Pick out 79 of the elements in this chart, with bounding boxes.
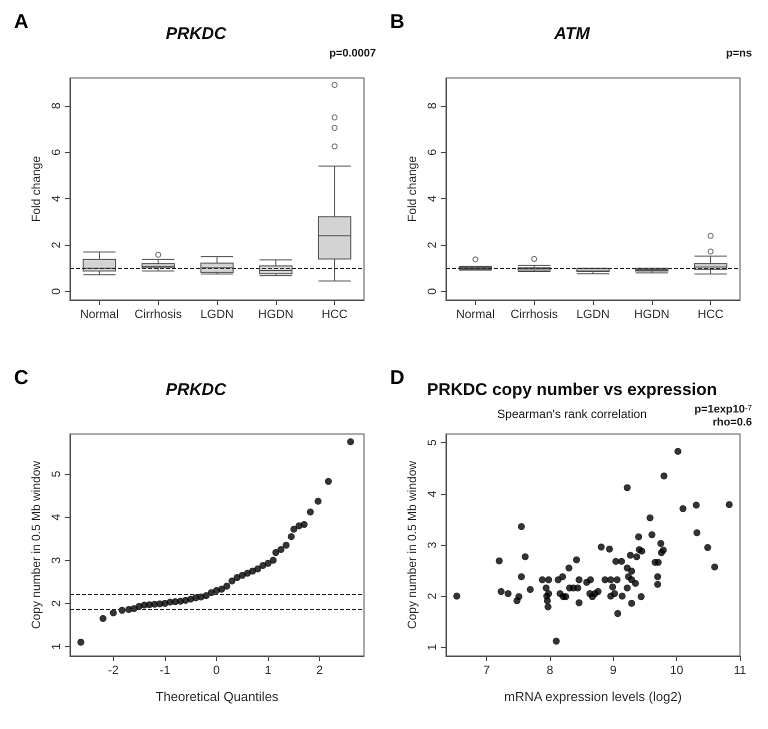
x-tick-label: -1 bbox=[160, 663, 171, 677]
y-axis-title: Copy number in 0.5 Mb window bbox=[29, 460, 43, 630]
y-axis-title: Copy number in 0.5 Mb window bbox=[405, 460, 419, 630]
y-tick-label: 8 bbox=[425, 102, 439, 110]
point bbox=[254, 565, 262, 572]
chart-title: PRKDC bbox=[166, 24, 227, 43]
y-tick-label: 2 bbox=[425, 592, 439, 600]
chart-title: PRKDC bbox=[166, 380, 227, 399]
y-tick-label: 0 bbox=[49, 288, 63, 295]
y-tick-label: 4 bbox=[49, 514, 63, 521]
point bbox=[277, 546, 284, 554]
x-tick-label: -2 bbox=[108, 663, 119, 677]
y-tick-label: 3 bbox=[49, 556, 63, 564]
text: p=ns bbox=[726, 48, 752, 60]
y-axis-title: Fold change bbox=[405, 156, 419, 222]
y-tick-label: 5 bbox=[49, 470, 63, 478]
point bbox=[218, 586, 226, 593]
y-tick-label: 2 bbox=[49, 241, 63, 248]
y-tick-label: 6 bbox=[49, 148, 63, 156]
point bbox=[234, 574, 241, 582]
point bbox=[77, 638, 84, 646]
point bbox=[347, 438, 354, 446]
y-tick-label: 8 bbox=[49, 102, 63, 110]
y-tick-label: 2 bbox=[49, 600, 63, 607]
x-tick-label: 2 bbox=[316, 663, 324, 677]
x-axis-title: Theoretical Quantiles bbox=[156, 689, 279, 704]
point bbox=[223, 582, 230, 590]
x-tick-label: 8 bbox=[546, 663, 554, 677]
y-axis-title: Fold change bbox=[29, 156, 43, 222]
point bbox=[100, 615, 107, 622]
y-tick-label: 0 bbox=[425, 288, 439, 295]
y-tick-label: 4 bbox=[425, 194, 439, 202]
x-tick-label: 10 bbox=[670, 663, 684, 677]
point bbox=[282, 542, 290, 549]
chart-title: ATM bbox=[553, 24, 591, 43]
y-tick-label: 1 bbox=[49, 642, 63, 650]
point bbox=[324, 478, 332, 485]
x-tick-label: LGDN bbox=[576, 307, 610, 321]
x-tick-label: LGDN bbox=[200, 307, 234, 321]
text: C bbox=[14, 367, 28, 389]
text: A bbox=[14, 11, 28, 33]
point bbox=[314, 498, 322, 505]
chart-subtitle: Spearman's rank correlation bbox=[497, 407, 647, 421]
x-tick-label: 7 bbox=[483, 663, 490, 677]
y-tick-label: 5 bbox=[425, 439, 439, 446]
x-tick-label: Cirrhosis bbox=[134, 307, 182, 321]
point bbox=[290, 526, 298, 533]
x-tick-label: HCC bbox=[698, 307, 724, 321]
point bbox=[249, 568, 256, 575]
point bbox=[272, 549, 280, 556]
point bbox=[306, 508, 314, 516]
text: B bbox=[390, 11, 404, 33]
y-tick-label: 4 bbox=[425, 490, 439, 498]
point bbox=[300, 521, 308, 528]
x-axis-title: mRNA expression levels (log2) bbox=[504, 689, 682, 704]
text: D bbox=[390, 367, 404, 389]
x-tick-label: Cirrhosis bbox=[510, 307, 558, 321]
x-tick-label: 0 bbox=[213, 663, 220, 677]
text: p=0.0007 bbox=[329, 48, 376, 60]
point bbox=[264, 560, 272, 567]
y-tick-label: 3 bbox=[425, 541, 439, 548]
y-tick-label: 1 bbox=[425, 644, 439, 651]
y-tick-label: 4 bbox=[49, 194, 63, 202]
x-tick-label: Normal bbox=[80, 307, 119, 321]
x-tick-label: HCC bbox=[322, 307, 348, 321]
x-tick-label: 9 bbox=[610, 663, 617, 677]
x-tick-label: 1 bbox=[264, 663, 272, 677]
point bbox=[288, 533, 295, 540]
x-tick-label: HGDN bbox=[634, 307, 670, 321]
point bbox=[228, 577, 236, 584]
chart-title: PRKDC copy number vs expression bbox=[426, 380, 718, 399]
point bbox=[110, 609, 117, 616]
x-tick-label: 11 bbox=[734, 663, 747, 677]
text: rho=0.6 bbox=[712, 416, 752, 428]
point bbox=[270, 556, 277, 564]
y-tick-label: 6 bbox=[425, 148, 439, 156]
x-tick-label: HGDN bbox=[258, 307, 294, 321]
y-tick-label: 2 bbox=[425, 241, 439, 248]
x-tick-label: Normal bbox=[456, 307, 495, 321]
